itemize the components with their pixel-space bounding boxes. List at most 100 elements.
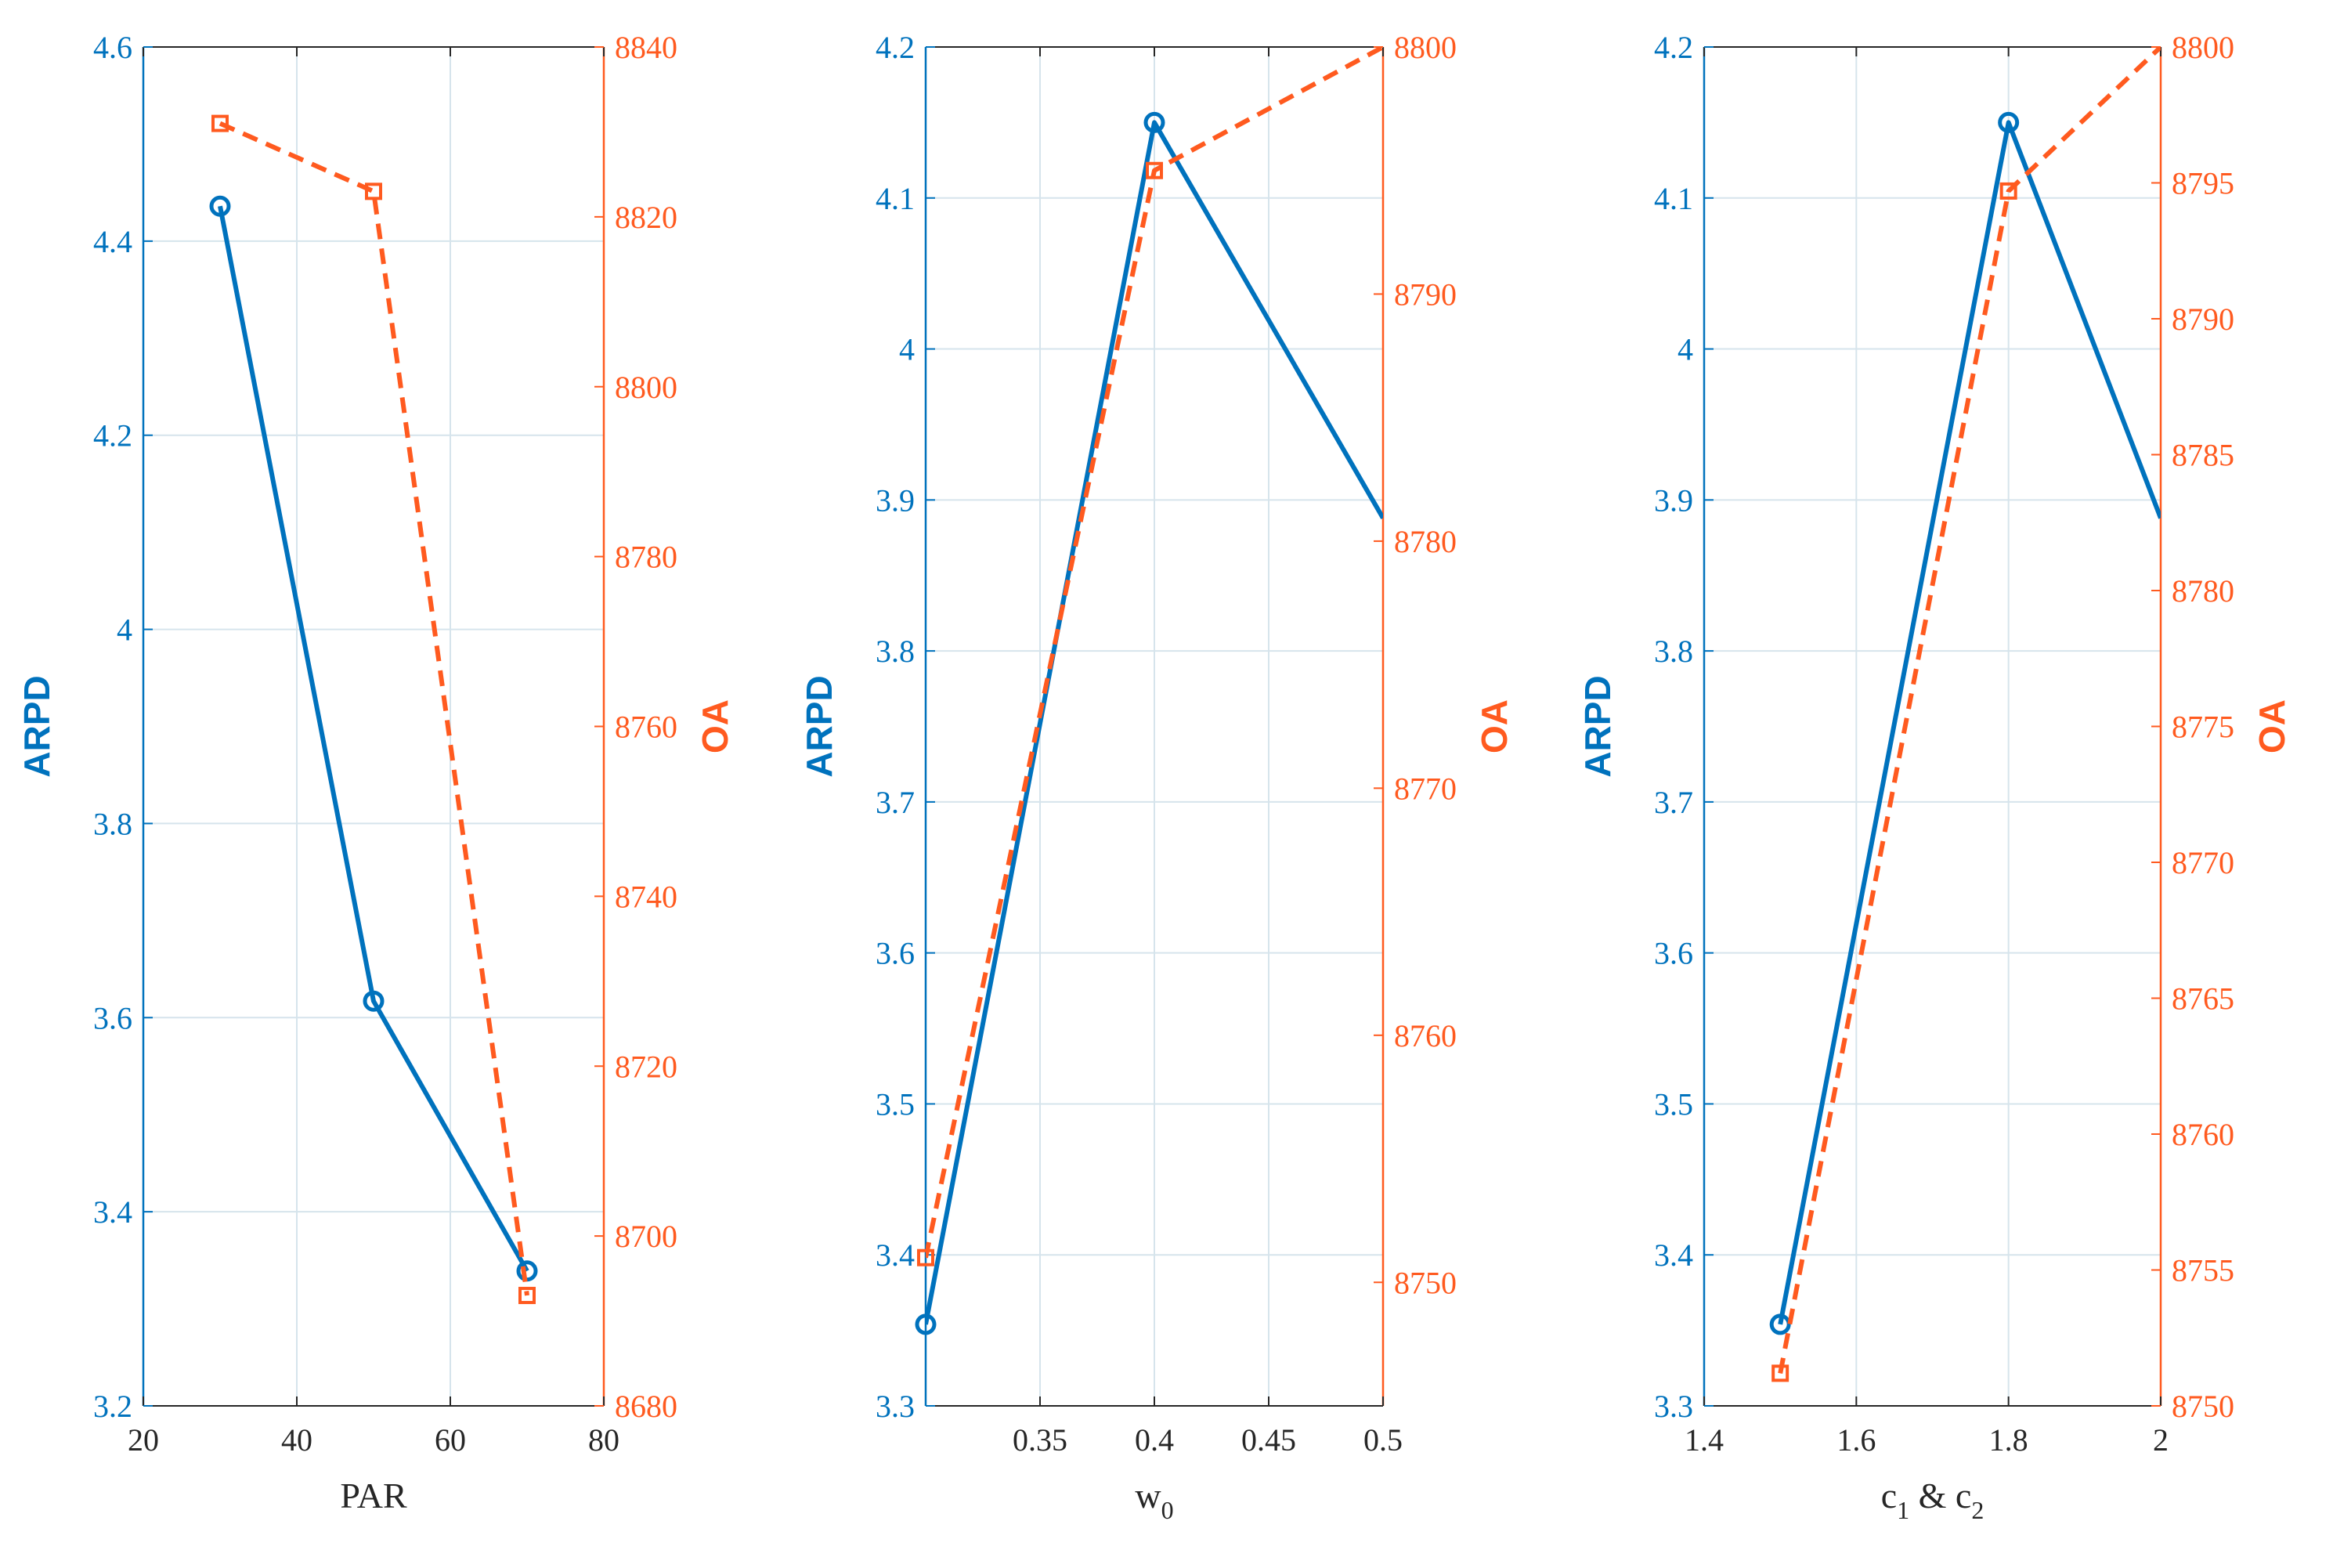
left-y-tick-label: 4.2 (93, 418, 132, 453)
right-y-tick-label: 8780 (615, 540, 677, 575)
right-y-tick-label: 8680 (615, 1389, 677, 1424)
right-y-axis-label: OA (2252, 699, 2292, 753)
right-y-tick-label: 8755 (2172, 1253, 2234, 1288)
right-y-tick-label: 8785 (2172, 438, 2234, 473)
left-y-tick-label: 3.3 (1654, 1389, 1693, 1424)
right-y-tick-label: 8760 (1394, 1018, 1457, 1053)
arpd-data-point (516, 1260, 538, 1282)
x-axis-label-subscript-2: 2 (1971, 1496, 1984, 1524)
chart-panel-3: 1.4 1.6 1.8 2 3.3 3.4 3.5 3.6 3.7 3.8 3.9 4 4.1 4.2 87… (1577, 30, 2292, 1524)
right-y-tick-label: 8800 (2172, 30, 2234, 65)
x-tick-label: 20 (128, 1422, 159, 1458)
left-y-tick-label: 3.2 (93, 1389, 132, 1424)
left-y-tick-label: 3.8 (1654, 634, 1693, 669)
arpd-data-point (915, 1313, 937, 1335)
left-y-tick-label: 3.8 (876, 634, 915, 669)
left-y-tick-label: 4.4 (93, 224, 132, 259)
x-tick-label: 1.4 (1685, 1422, 1724, 1458)
arpd-series-line (1778, 120, 2161, 1325)
left-y-tick-label: 3.7 (1654, 785, 1693, 820)
left-y-axis-label: ARPD (16, 675, 57, 777)
x-tick-label: 1.8 (1989, 1422, 2028, 1458)
left-y-tick-label: 4.2 (1654, 30, 1693, 65)
x-tick-label: 2 (2153, 1422, 2169, 1458)
right-y-tick-label: 8750 (1394, 1265, 1457, 1300)
oa-data-point (1146, 161, 1163, 179)
left-y-tick-label: 3.7 (876, 785, 915, 820)
oa-series-line (218, 121, 529, 1296)
chart-panel-2: 0.35 0.4 0.45 0.5 3.3 3.4 3.5 3.6 3.7 3.8 3.9 4 4.1 4… (799, 30, 1515, 1524)
right-y-tick-label: 8780 (1394, 524, 1457, 559)
left-y-tick-label: 3.6 (876, 936, 915, 971)
left-y-axis-label: ARPD (1577, 675, 1618, 777)
left-y-axis-label: ARPD (799, 675, 840, 777)
left-y-tick-label: 3.4 (1654, 1237, 1693, 1273)
right-y-tick-label: 8750 (2172, 1389, 2234, 1424)
arpd-data-point (1769, 1313, 1791, 1335)
left-y-tick-label: 3.3 (876, 1389, 915, 1424)
right-y-tick-label: 8800 (1394, 30, 1457, 65)
oa-data-point (1999, 182, 2017, 200)
left-y-tick-label: 3.8 (93, 806, 132, 841)
oa-data-point (1771, 1364, 1789, 1382)
right-y-tick-label: 8760 (615, 710, 677, 745)
right-y-tick-label: 8820 (615, 200, 677, 235)
right-y-tick-label: 8765 (2172, 981, 2234, 1017)
oa-data-point (917, 1248, 934, 1266)
arpd-series-line (218, 205, 529, 1273)
oa-data-point (211, 114, 229, 132)
right-y-tick-label: 8780 (2172, 573, 2234, 609)
x-axis-label: c1 & c2 (1881, 1476, 1984, 1524)
x-tick-label: 0.45 (1241, 1422, 1296, 1458)
left-y-tick-label: 3.5 (876, 1086, 915, 1122)
left-y-tick-label: 3.4 (876, 1237, 915, 1273)
left-y-tick-label: 3.5 (1654, 1086, 1693, 1122)
right-y-axis-label: OA (695, 699, 735, 753)
oa-data-point (518, 1287, 536, 1305)
left-y-tick-label: 4.1 (1654, 181, 1693, 216)
oa-series-line (926, 47, 1383, 1259)
x-axis-label: PAR (340, 1476, 407, 1516)
right-y-tick-label: 8770 (1394, 771, 1457, 806)
right-y-tick-label: 8740 (615, 879, 677, 914)
left-y-tick-label: 4 (117, 612, 132, 648)
chart-panel-1: 20 40 60 80 3.2 3.4 3.6 3.8 4 4.2 4.4 4.6 8680 8700 87… (16, 30, 735, 1516)
x-tick-label: 0.4 (1135, 1422, 1174, 1458)
right-y-tick-label: 8720 (615, 1049, 677, 1084)
x-tick-label: 0.35 (1013, 1422, 1067, 1458)
arpd-data-point (1998, 111, 2020, 133)
left-y-tick-label: 3.9 (876, 482, 915, 518)
left-y-tick-label: 3.9 (1654, 482, 1693, 518)
right-y-tick-label: 8760 (2172, 1117, 2234, 1152)
right-y-tick-label: 8700 (615, 1219, 677, 1254)
arpd-data-point (363, 990, 385, 1012)
left-y-tick-label: 3.6 (1654, 936, 1693, 971)
x-axis-label-main: w (1135, 1476, 1161, 1516)
x-tick-label: 1.6 (1836, 1422, 1876, 1458)
x-tick-label: 40 (281, 1422, 312, 1458)
left-y-tick-label: 3.4 (93, 1194, 132, 1230)
left-y-tick-label: 4.6 (93, 30, 132, 65)
left-y-tick-label: 4 (1678, 332, 1693, 367)
x-axis-label-middle: & c (1909, 1476, 1971, 1516)
x-axis-label-subscript: 1 (1897, 1496, 1909, 1524)
right-y-tick-label: 8800 (615, 370, 677, 405)
x-tick-label: 60 (435, 1422, 466, 1458)
x-tick-label: 0.5 (1363, 1422, 1403, 1458)
x-axis-label-subscript: 0 (1161, 1496, 1174, 1524)
right-y-axis-label: OA (1474, 699, 1515, 753)
arpd-data-point (209, 195, 231, 217)
right-y-tick-label: 8795 (2172, 166, 2234, 201)
x-axis-label-main: c (1881, 1476, 1897, 1516)
oa-series-line (1778, 47, 2161, 1374)
arpd-series-line (926, 120, 1383, 1325)
x-tick-label: 80 (588, 1422, 619, 1458)
right-y-tick-label: 8790 (1394, 276, 1457, 312)
left-y-tick-label: 4.2 (876, 30, 915, 65)
oa-data-point (365, 182, 382, 201)
right-y-tick-label: 8790 (2172, 302, 2234, 337)
right-y-tick-label: 8840 (615, 30, 677, 65)
right-y-tick-label: 8770 (2172, 845, 2234, 880)
right-y-tick-label: 8775 (2172, 710, 2234, 745)
